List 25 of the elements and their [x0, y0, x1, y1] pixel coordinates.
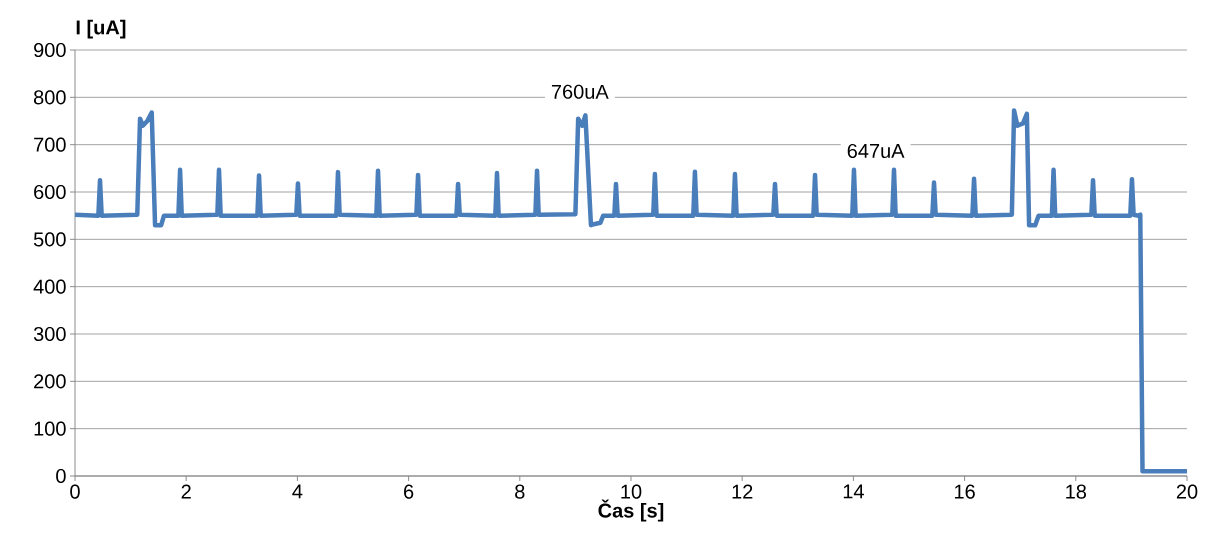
x-tick-label: 2: [181, 484, 191, 499]
y-axis-title: I [uA]: [76, 19, 126, 39]
x-tick-label: 12: [732, 484, 753, 499]
x-tick-label: 6: [404, 484, 414, 499]
x-tick-label: 10: [621, 484, 642, 499]
x-axis-title: Čas [s]: [598, 499, 664, 522]
y-tick-label: 300: [33, 326, 66, 342]
annotation: 647uA: [847, 143, 905, 159]
x-tick-label: 8: [515, 484, 525, 499]
y-tick-label: 200: [34, 374, 66, 389]
annotation: 760uA: [551, 84, 609, 99]
x-tick-label: 0: [70, 484, 80, 499]
y-tick-label: 700: [34, 137, 66, 152]
x-tick-label: 4: [292, 484, 303, 499]
x-tick-label: 20: [1176, 484, 1198, 499]
x-tick-label: 16: [955, 484, 975, 499]
y-tick-label: 800: [33, 90, 66, 105]
y-tick-label: 400: [33, 279, 66, 294]
y-tick-label: 100: [34, 421, 66, 436]
x-tick-label: 14: [843, 484, 864, 499]
x-tick-label: 18: [1066, 484, 1087, 499]
y-tick-label: 0: [56, 468, 66, 484]
y-tick-label: 900: [34, 42, 66, 58]
y-tick-label: 600: [34, 184, 66, 200]
y-tick-label: 500: [33, 232, 66, 247]
